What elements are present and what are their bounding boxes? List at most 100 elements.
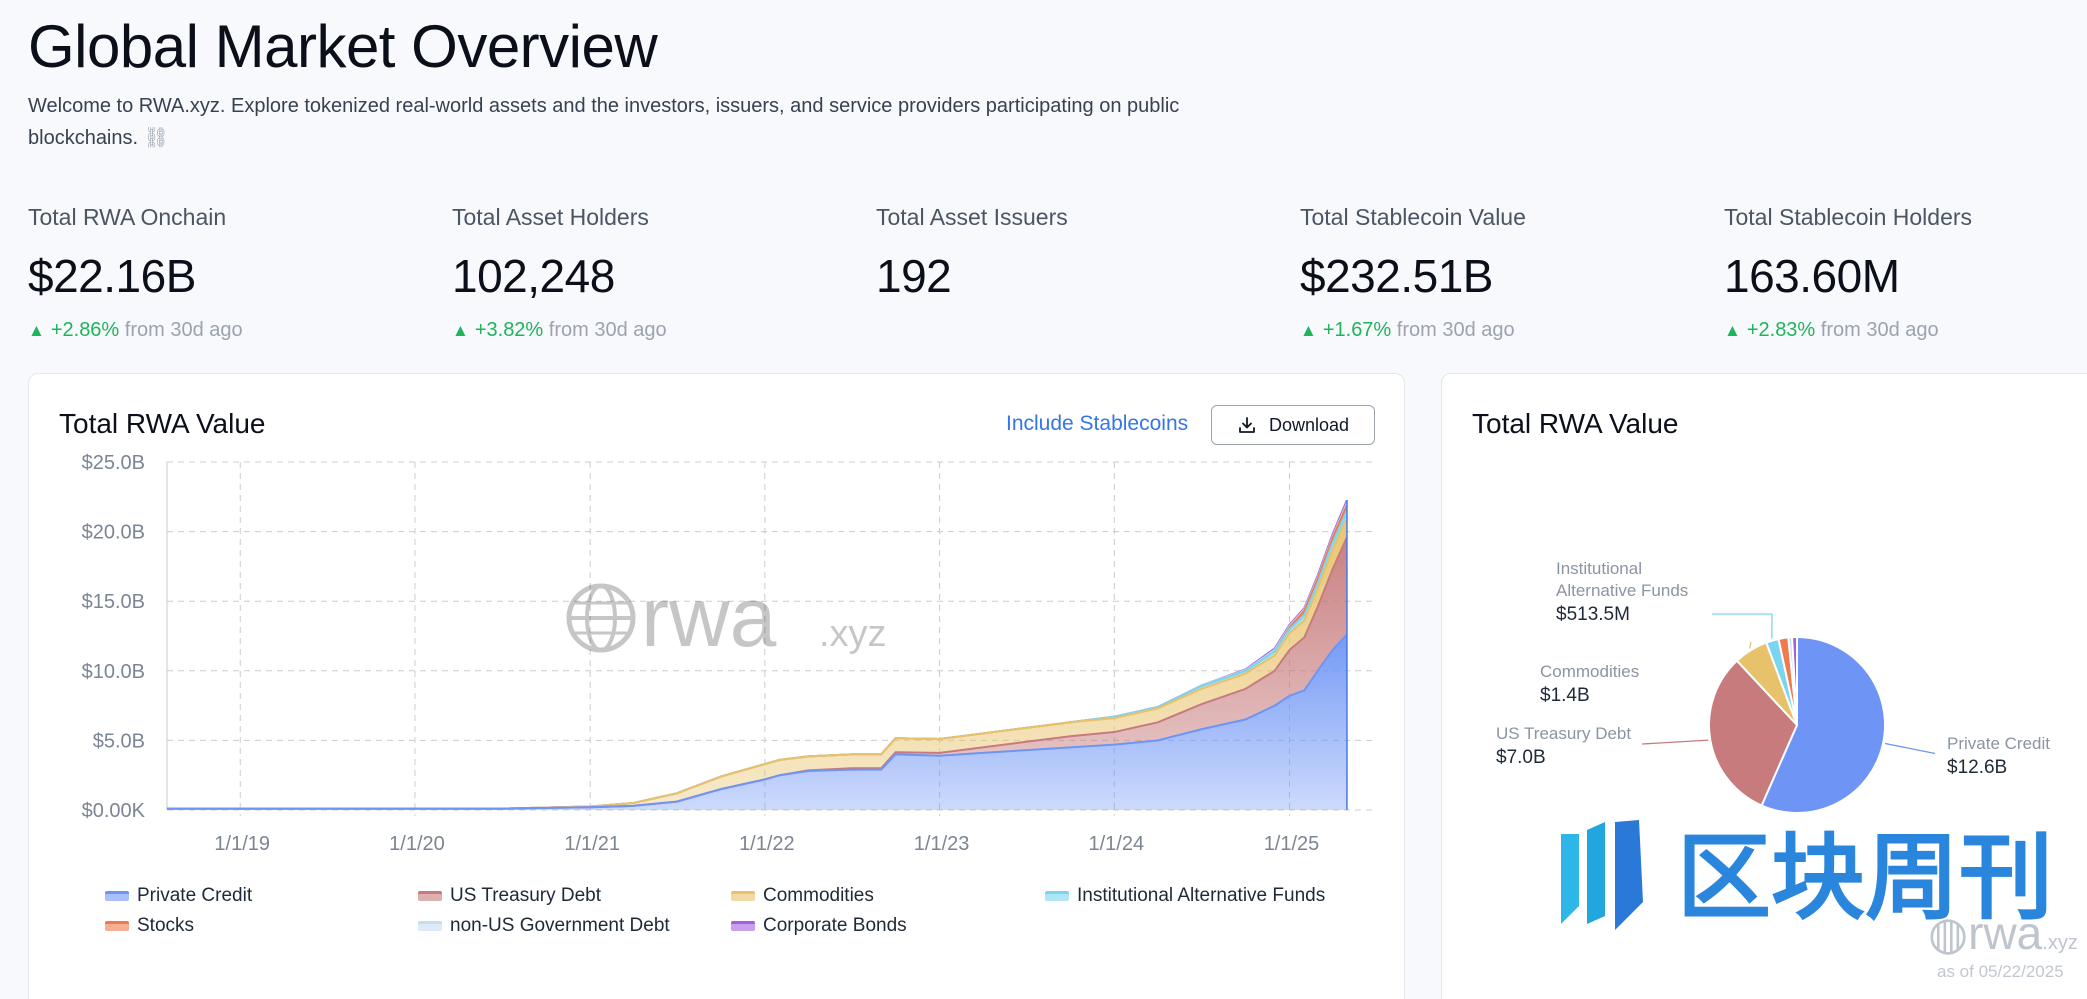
- pie-leader-line: [1641, 739, 1709, 745]
- series-line: [167, 633, 1348, 810]
- legend-item[interactable]: Commodities: [731, 885, 874, 907]
- y-tick-label: $15.0B: [82, 591, 145, 613]
- globe-icon: [566, 583, 636, 653]
- stat-change: ▲ +2.83% from 30d ago: [1724, 319, 2087, 342]
- watermark-cn-text: 区块周刊: [1677, 824, 2053, 933]
- stat-change-pct: +1.67%: [1322, 319, 1392, 341]
- pie-label-name: Institutional: [1556, 559, 1642, 578]
- legend-swatch: [418, 921, 442, 931]
- stat-label: Total Asset Holders: [452, 204, 649, 230]
- legend-item[interactable]: Stocks: [105, 915, 194, 937]
- legend-swatch: [105, 891, 129, 901]
- x-tick-label: 1/1/24: [1089, 833, 1145, 855]
- legend-swatch: [418, 891, 442, 901]
- pie-slice-private-credit[interactable]: [1760, 635, 1886, 814]
- y-tick-label: $25.0B: [82, 452, 145, 474]
- as-of-date: as of 05/22/2025: [1937, 962, 2064, 981]
- pie-label-name: US Treasury Debt: [1496, 724, 1631, 743]
- download-label: Download: [1268, 414, 1350, 435]
- legend-item[interactable]: Private Credit: [105, 885, 252, 907]
- rwa-watermark: rwa .xyz: [566, 570, 887, 664]
- x-tick-label: 1/1/19: [214, 833, 270, 855]
- watermark-suffix: .xyz: [819, 613, 887, 655]
- legend-label: Commodities: [763, 885, 874, 906]
- area-series-us-treasury-debt[interactable]: [167, 537, 1347, 809]
- grid: [166, 461, 1377, 816]
- stat-total-stablecoin-holders: Total Stablecoin Holders 163.60M ▲ +2.83%…: [1724, 204, 2087, 342]
- up-arrow-icon: ▲: [1300, 321, 1317, 340]
- pie-label-name: Private Credit: [1947, 734, 2050, 753]
- x-tick-label: 1/1/25: [1264, 833, 1320, 855]
- legend-label: US Treasury Debt: [450, 885, 601, 906]
- x-tick-label: 1/1/21: [564, 833, 620, 855]
- up-arrow-icon: ▲: [28, 321, 45, 340]
- legend-item[interactable]: Institutional Alternative Funds: [1045, 885, 1325, 907]
- rwa-footer-logo: ◍rwa.xyz: [1928, 906, 2078, 960]
- blockweekly-watermark-logo: 区块周刊: [1561, 820, 2053, 933]
- pie-slice-us-treasury-debt[interactable]: [1708, 659, 1799, 807]
- footer-brand-suffix: .xyz: [2042, 932, 2078, 954]
- stat-total-rwa-onchain: Total RWA Onchain $22.16B ▲ +2.86% from 3…: [28, 204, 448, 342]
- x-tick-label: 1/1/20: [389, 833, 445, 855]
- y-tick-label: $10.0B: [82, 661, 145, 683]
- stat-change-pct: +2.86%: [50, 319, 120, 341]
- globe-icon: ◍: [1928, 907, 1969, 959]
- legend-label: Private Credit: [137, 885, 253, 906]
- legend-label: Stocks: [137, 915, 195, 936]
- rwa-value-chart-card: $0.00K $5.0B $10.0B $15.0B $20.0B $25.0B 1/1/1…: [28, 373, 1405, 999]
- pie-title: Total RWA Value: [1472, 408, 1679, 439]
- legend-item[interactable]: non-US Government Debt: [418, 915, 670, 937]
- y-tick-label: $0.00K: [82, 800, 146, 822]
- legend-swatch: [731, 891, 755, 901]
- rwa-pie-card: Private Credit $12.6B US Treasury Debt $7.0…: [1441, 373, 2087, 999]
- page-title: Global Market Overview: [28, 13, 658, 80]
- stat-change-suffix: from 30d ago: [1396, 319, 1515, 341]
- stat-value: 102,248: [452, 250, 615, 302]
- pie-leader-line: [1749, 641, 1752, 649]
- rwa-pie-chart[interactable]: Private Credit $12.6B US Treasury Debt $7.0…: [1442, 374, 2087, 999]
- legend-item[interactable]: Corporate Bonds: [731, 915, 907, 937]
- include-stablecoins-link[interactable]: Include Stablecoins: [1006, 412, 1189, 435]
- area-series-private-credit[interactable]: [167, 634, 1347, 810]
- legend-item[interactable]: US Treasury Debt: [418, 885, 601, 907]
- stat-change: ▲ +3.82% from 30d ago: [452, 319, 872, 342]
- stat-total-asset-issuers: Total Asset Issuers 192: [876, 204, 1296, 303]
- pie-label-value: $513.5M: [1556, 604, 1630, 625]
- pie-label-value: $12.6B: [1947, 757, 2007, 778]
- stat-total-stablecoin-value: Total Stablecoin Value $232.51B ▲ +1.67% …: [1300, 204, 1720, 342]
- intro-text-body: Welcome to RWA.xyz. Explore tokenized re…: [28, 95, 1180, 149]
- stat-label: Total Stablecoin Holders: [1724, 204, 1973, 230]
- pie-label-name: Commodities: [1540, 662, 1639, 681]
- legend-label: Corporate Bonds: [763, 915, 907, 936]
- x-tick-label: 1/1/22: [739, 833, 795, 855]
- legend-swatch: [731, 921, 755, 931]
- stat-change-suffix: from 30d ago: [124, 319, 243, 341]
- pie-label-name: Alternative Funds: [1556, 581, 1688, 600]
- pie-slice-corporate-bonds[interactable]: [1790, 635, 1798, 726]
- stat-change-suffix: from 30d ago: [1820, 319, 1939, 341]
- stat-change-pct: +3.82%: [474, 319, 544, 341]
- legend-swatch: [105, 921, 129, 931]
- chain-link-icon: ⛓: [143, 127, 170, 149]
- pie-label-value: $1.4B: [1540, 685, 1590, 706]
- stat-label: Total Stablecoin Value: [1300, 204, 1526, 230]
- up-arrow-icon: ▲: [1724, 321, 1741, 340]
- y-tick-label: $20.0B: [82, 522, 145, 544]
- footer-brand: rwa: [1968, 907, 2043, 959]
- y-tick-label: $5.0B: [93, 730, 145, 752]
- stat-change: ▲ +2.86% from 30d ago: [28, 319, 448, 342]
- download-icon: [1239, 417, 1255, 433]
- intro-text: Welcome to RWA.xyz. Explore tokenized re…: [28, 90, 1208, 154]
- rwa-area-chart[interactable]: $0.00K $5.0B $10.0B $15.0B $20.0B $25.0B 1/1/1…: [29, 374, 1406, 999]
- chart-title: Total RWA Value: [59, 408, 266, 439]
- pie-leader-line: [1884, 742, 1936, 755]
- stat-value: $22.16B: [28, 250, 196, 302]
- stat-change-pct: +2.83%: [1746, 319, 1816, 341]
- up-arrow-icon: ▲: [452, 321, 469, 340]
- legend-label: Institutional Alternative Funds: [1077, 885, 1326, 906]
- area-series-commodities[interactable]: [167, 517, 1347, 809]
- download-button[interactable]: Download: [1211, 405, 1375, 445]
- stat-value: 163.60M: [1724, 250, 1900, 302]
- stat-label: Total RWA Onchain: [28, 204, 227, 230]
- legend-swatch: [1045, 891, 1069, 901]
